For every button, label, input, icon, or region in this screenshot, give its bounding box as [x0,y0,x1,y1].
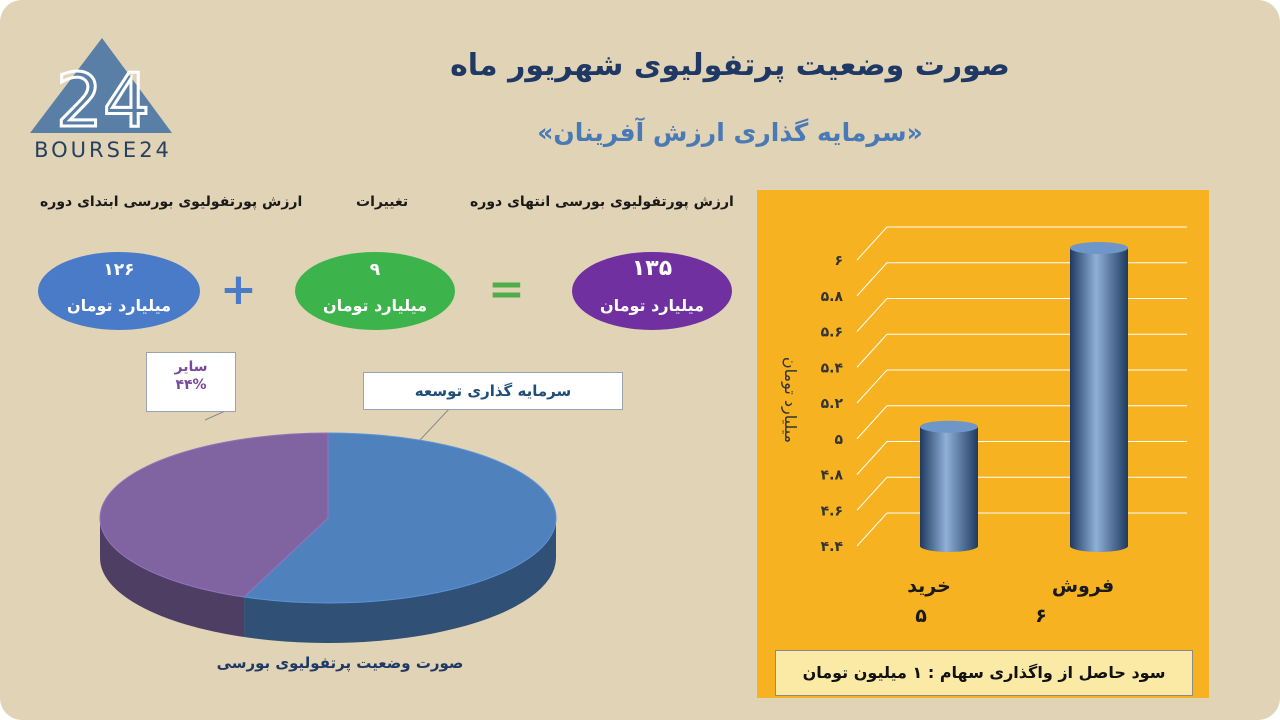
other-callout-value: ۴۴% [175,377,207,393]
grid-diagonal-3 [856,405,888,440]
grid-diagonal-7 [856,262,888,297]
bar-cap-1 [1070,242,1128,254]
value-label-1: ۶ [1035,605,1047,627]
other-callout-name: سایر [174,359,208,375]
change-value: ۹ [369,260,381,280]
grid-diagonal-8 [856,226,888,261]
profit-box: سود حاصل از واگذاری سهام : ۱ میلیون توما… [775,650,1193,696]
y-tick-label-5: ۵.۴ [821,360,844,376]
plus-sign: + [220,264,257,315]
pie-slice-0 [242,432,557,604]
end-value: ۱۳۵ [631,256,673,281]
y-tick-label-3: ۵ [834,432,843,448]
tosee-callout: سرمایه گذاری توسعه [363,372,623,410]
logo-text: BOURSE24 [34,138,172,162]
y-tick-label-7: ۵.۸ [821,289,844,305]
y-tick-label-0: ۴.۴ [821,539,844,555]
pie-side-1 [100,518,245,638]
grid-diagonal-4 [856,369,888,404]
bourse24-logo: 24 [30,38,172,136]
start-value: ۱۲۶ [103,260,135,280]
y-axis-label: میلیارد تومان [780,357,800,443]
bar-1 [1070,242,1128,552]
trade-bar-chart: ۴.۴ ۴.۶ ۴.۸ ۵ ۵.۲ ۵.۴ ۵.۶ ۵.۸ ۶ میلیارد تومان خرید… [780,226,1187,627]
tosee-leader-line [419,407,451,441]
bar-body-0 [920,426,978,552]
bar-0 [920,420,978,552]
portfolio-pie-chart [99,407,557,643]
change-unit: میلیارد تومان [322,296,428,315]
change-value-oval: ۹ میلیارد تومان [295,252,455,330]
value-label-0: ۵ [915,605,927,627]
end-period-label: ارزش پورتفولیوی بورسی انتهای دوره [470,194,734,210]
start-value-oval: ۱۲۶ میلیارد تومان [38,252,200,330]
grid-diagonal-5 [856,333,888,368]
bar-cap-0 [920,420,978,433]
category-label-1: فروش [1052,575,1114,597]
pie-caption: صورت وضعیت پرتفولیوی بورسی [216,654,464,672]
grid-diagonal-2 [856,441,888,475]
end-unit: میلیارد تومان [599,296,705,315]
y-tick-label-4: ۵.۲ [821,396,844,412]
change-label: تغییرات [356,194,409,210]
y-tick-label-6: ۵.۶ [821,325,843,341]
equals-sign: = [488,264,525,315]
pie-side-0 [244,518,556,643]
bar-body-1 [1070,248,1128,552]
end-value-oval: ۱۳۵ میلیارد تومان [572,252,732,330]
category-label-0: خرید [907,575,951,597]
page-title: صورت وضعیت پرتفولیوی شهریور ماه [450,48,1010,83]
start-unit: میلیارد تومان [66,296,172,315]
grid-diagonal-1 [856,476,888,511]
logo-triangle-icon [30,38,172,133]
start-period-label: ارزش پورتفولیوی بورسی ابتدای دوره [40,194,303,210]
logo-numeral: 24 [56,58,150,136]
grid-diagonal-0 [856,512,888,547]
bar-chart-panel [757,190,1209,698]
y-tick-label-2: ۴.۸ [821,468,844,484]
page-subtitle: «سرمایه گذاری ارزش آفرینان» [537,118,923,147]
pie-slice-1 [99,432,329,598]
grid-diagonal-6 [856,298,888,332]
other-callout: سایر ۴۴% [146,352,236,412]
y-tick-label-8: ۶ [834,253,843,269]
y-tick-label-1: ۴.۶ [821,503,843,519]
